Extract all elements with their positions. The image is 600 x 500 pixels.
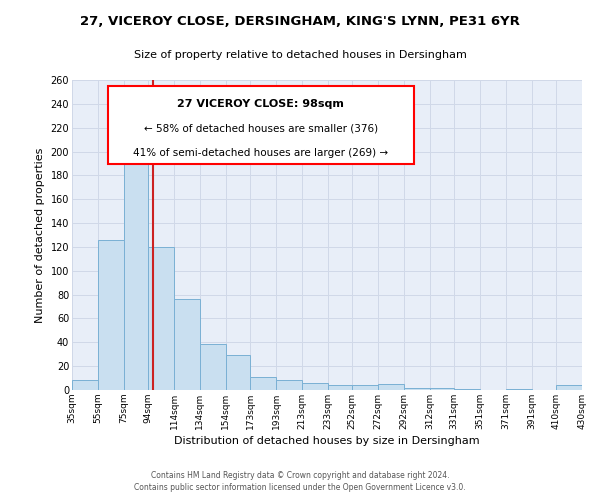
- Bar: [506, 389, 532, 390]
- Bar: [72, 380, 98, 390]
- Text: Size of property relative to detached houses in Dersingham: Size of property relative to detached ho…: [134, 50, 466, 60]
- Text: 41% of semi-detached houses are larger (269) →: 41% of semi-detached houses are larger (…: [133, 148, 388, 158]
- Text: Contains HM Land Registry data © Crown copyright and database right 2024.: Contains HM Land Registry data © Crown c…: [151, 471, 449, 480]
- Bar: [404, 388, 430, 390]
- Bar: [430, 388, 454, 390]
- FancyBboxPatch shape: [108, 86, 414, 164]
- Text: ← 58% of detached houses are smaller (376): ← 58% of detached houses are smaller (37…: [143, 124, 378, 134]
- Bar: [98, 240, 124, 390]
- Bar: [556, 385, 582, 390]
- Bar: [328, 385, 352, 390]
- Bar: [124, 129, 148, 390]
- Text: 27, VICEROY CLOSE, DERSINGHAM, KING'S LYNN, PE31 6YR: 27, VICEROY CLOSE, DERSINGHAM, KING'S LY…: [80, 15, 520, 28]
- Bar: [454, 389, 480, 390]
- Bar: [226, 356, 250, 390]
- Bar: [276, 380, 302, 390]
- X-axis label: Distribution of detached houses by size in Dersingham: Distribution of detached houses by size …: [174, 436, 480, 446]
- Text: 27 VICEROY CLOSE: 98sqm: 27 VICEROY CLOSE: 98sqm: [177, 98, 344, 108]
- Bar: [200, 344, 226, 390]
- Bar: [174, 300, 200, 390]
- Bar: [378, 384, 404, 390]
- Bar: [302, 383, 328, 390]
- Bar: [352, 385, 378, 390]
- Bar: [250, 377, 276, 390]
- Y-axis label: Number of detached properties: Number of detached properties: [35, 148, 45, 322]
- Text: Contains public sector information licensed under the Open Government Licence v3: Contains public sector information licen…: [134, 484, 466, 492]
- Bar: [148, 247, 174, 390]
